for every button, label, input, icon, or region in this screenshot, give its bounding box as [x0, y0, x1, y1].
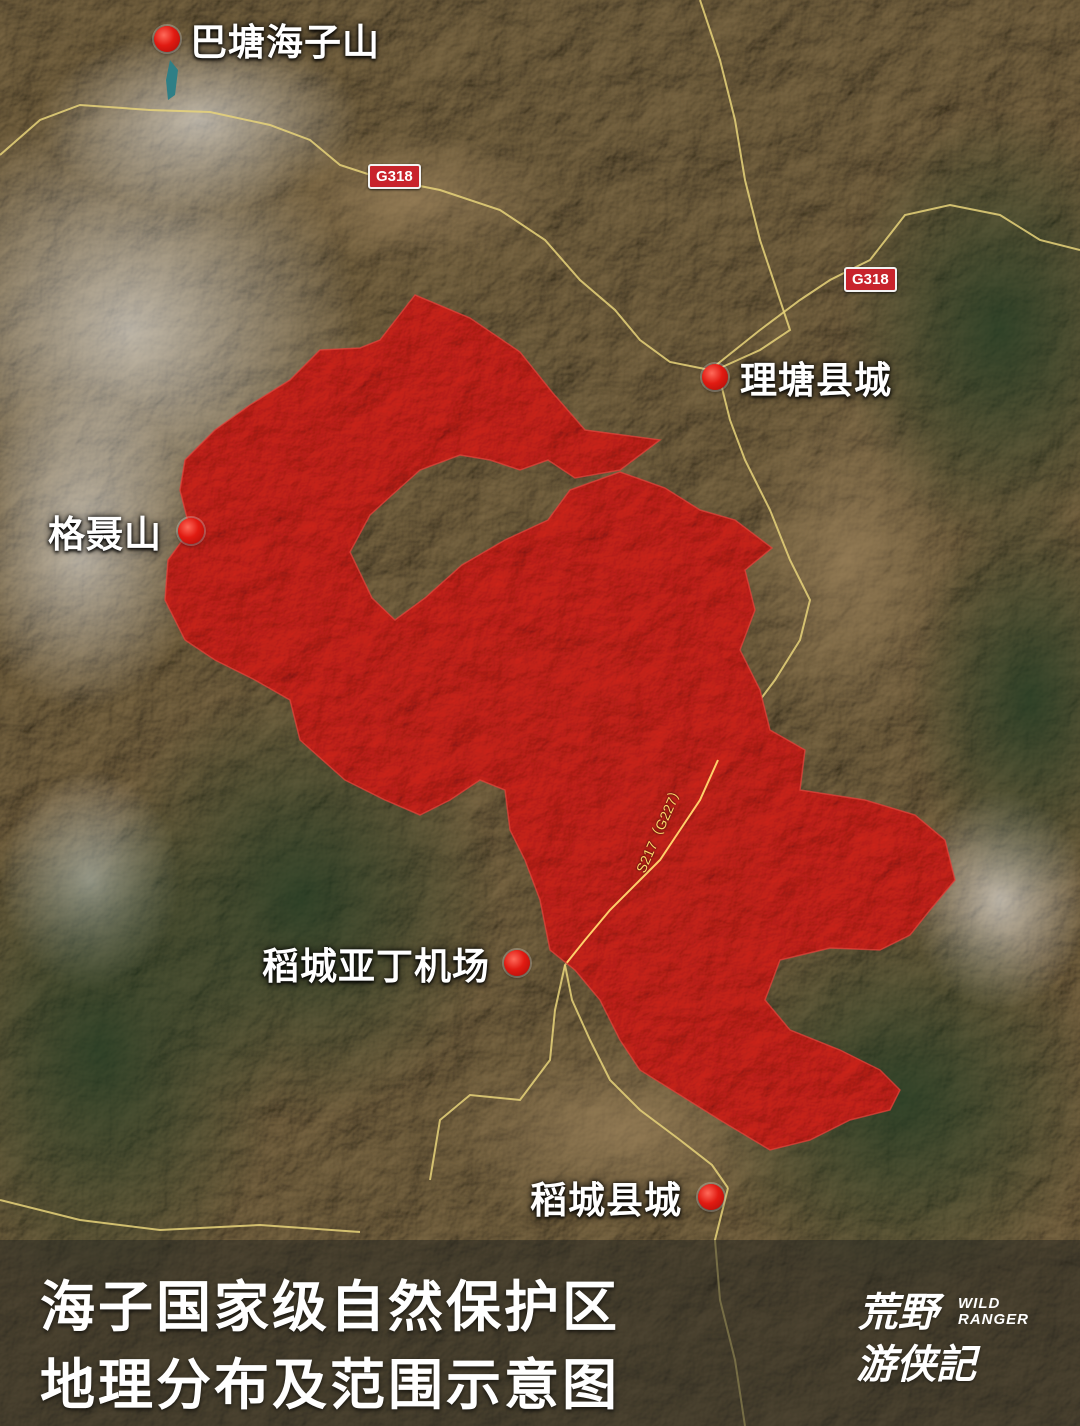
place-daocheng[interactable]: 稻城县城 — [530, 1170, 724, 1224]
place-label: 稻城亚丁机场 — [262, 945, 490, 988]
marker-dot-icon — [698, 1184, 724, 1210]
lake — [166, 60, 178, 100]
marker-dot-icon — [702, 364, 728, 390]
place-label: 巴塘海子山 — [190, 21, 380, 64]
place-label: 稻城县城 — [530, 1179, 682, 1222]
wild-ranger-logo: 荒野 WILD RANGER 游侠記 — [852, 1276, 1057, 1396]
logo-text-cn-bottom: 游侠記 — [856, 1341, 976, 1388]
place-batang-haizishan[interactable]: 巴塘海子山 — [154, 12, 380, 66]
place-genieshan[interactable]: 格聂山 — [48, 504, 204, 558]
place-litang[interactable]: 理塘县城 — [702, 350, 892, 404]
g318-shield-north: G318 — [368, 164, 421, 189]
place-label: 格聂山 — [48, 513, 162, 556]
logo-text-en-top: WILD — [958, 1295, 1001, 1312]
marker-dot-icon — [178, 518, 204, 544]
place-label: 理塘县城 — [740, 359, 892, 402]
title-band — [0, 1240, 1080, 1426]
marker-dot-icon — [504, 950, 530, 976]
place-daocheng-airport[interactable]: 稻城亚丁机场 — [262, 936, 530, 990]
map-title-line-2: 地理分布及范围示意图 — [40, 1353, 621, 1417]
g318-shield-east: G318 — [844, 267, 897, 292]
marker-dot-icon — [154, 26, 180, 52]
map-title-line-1: 海子国家级自然保护区 — [40, 1275, 621, 1339]
logo-text-en-bottom: RANGER — [958, 1311, 1030, 1328]
logo-text-cn-top: 荒野 — [858, 1289, 938, 1336]
